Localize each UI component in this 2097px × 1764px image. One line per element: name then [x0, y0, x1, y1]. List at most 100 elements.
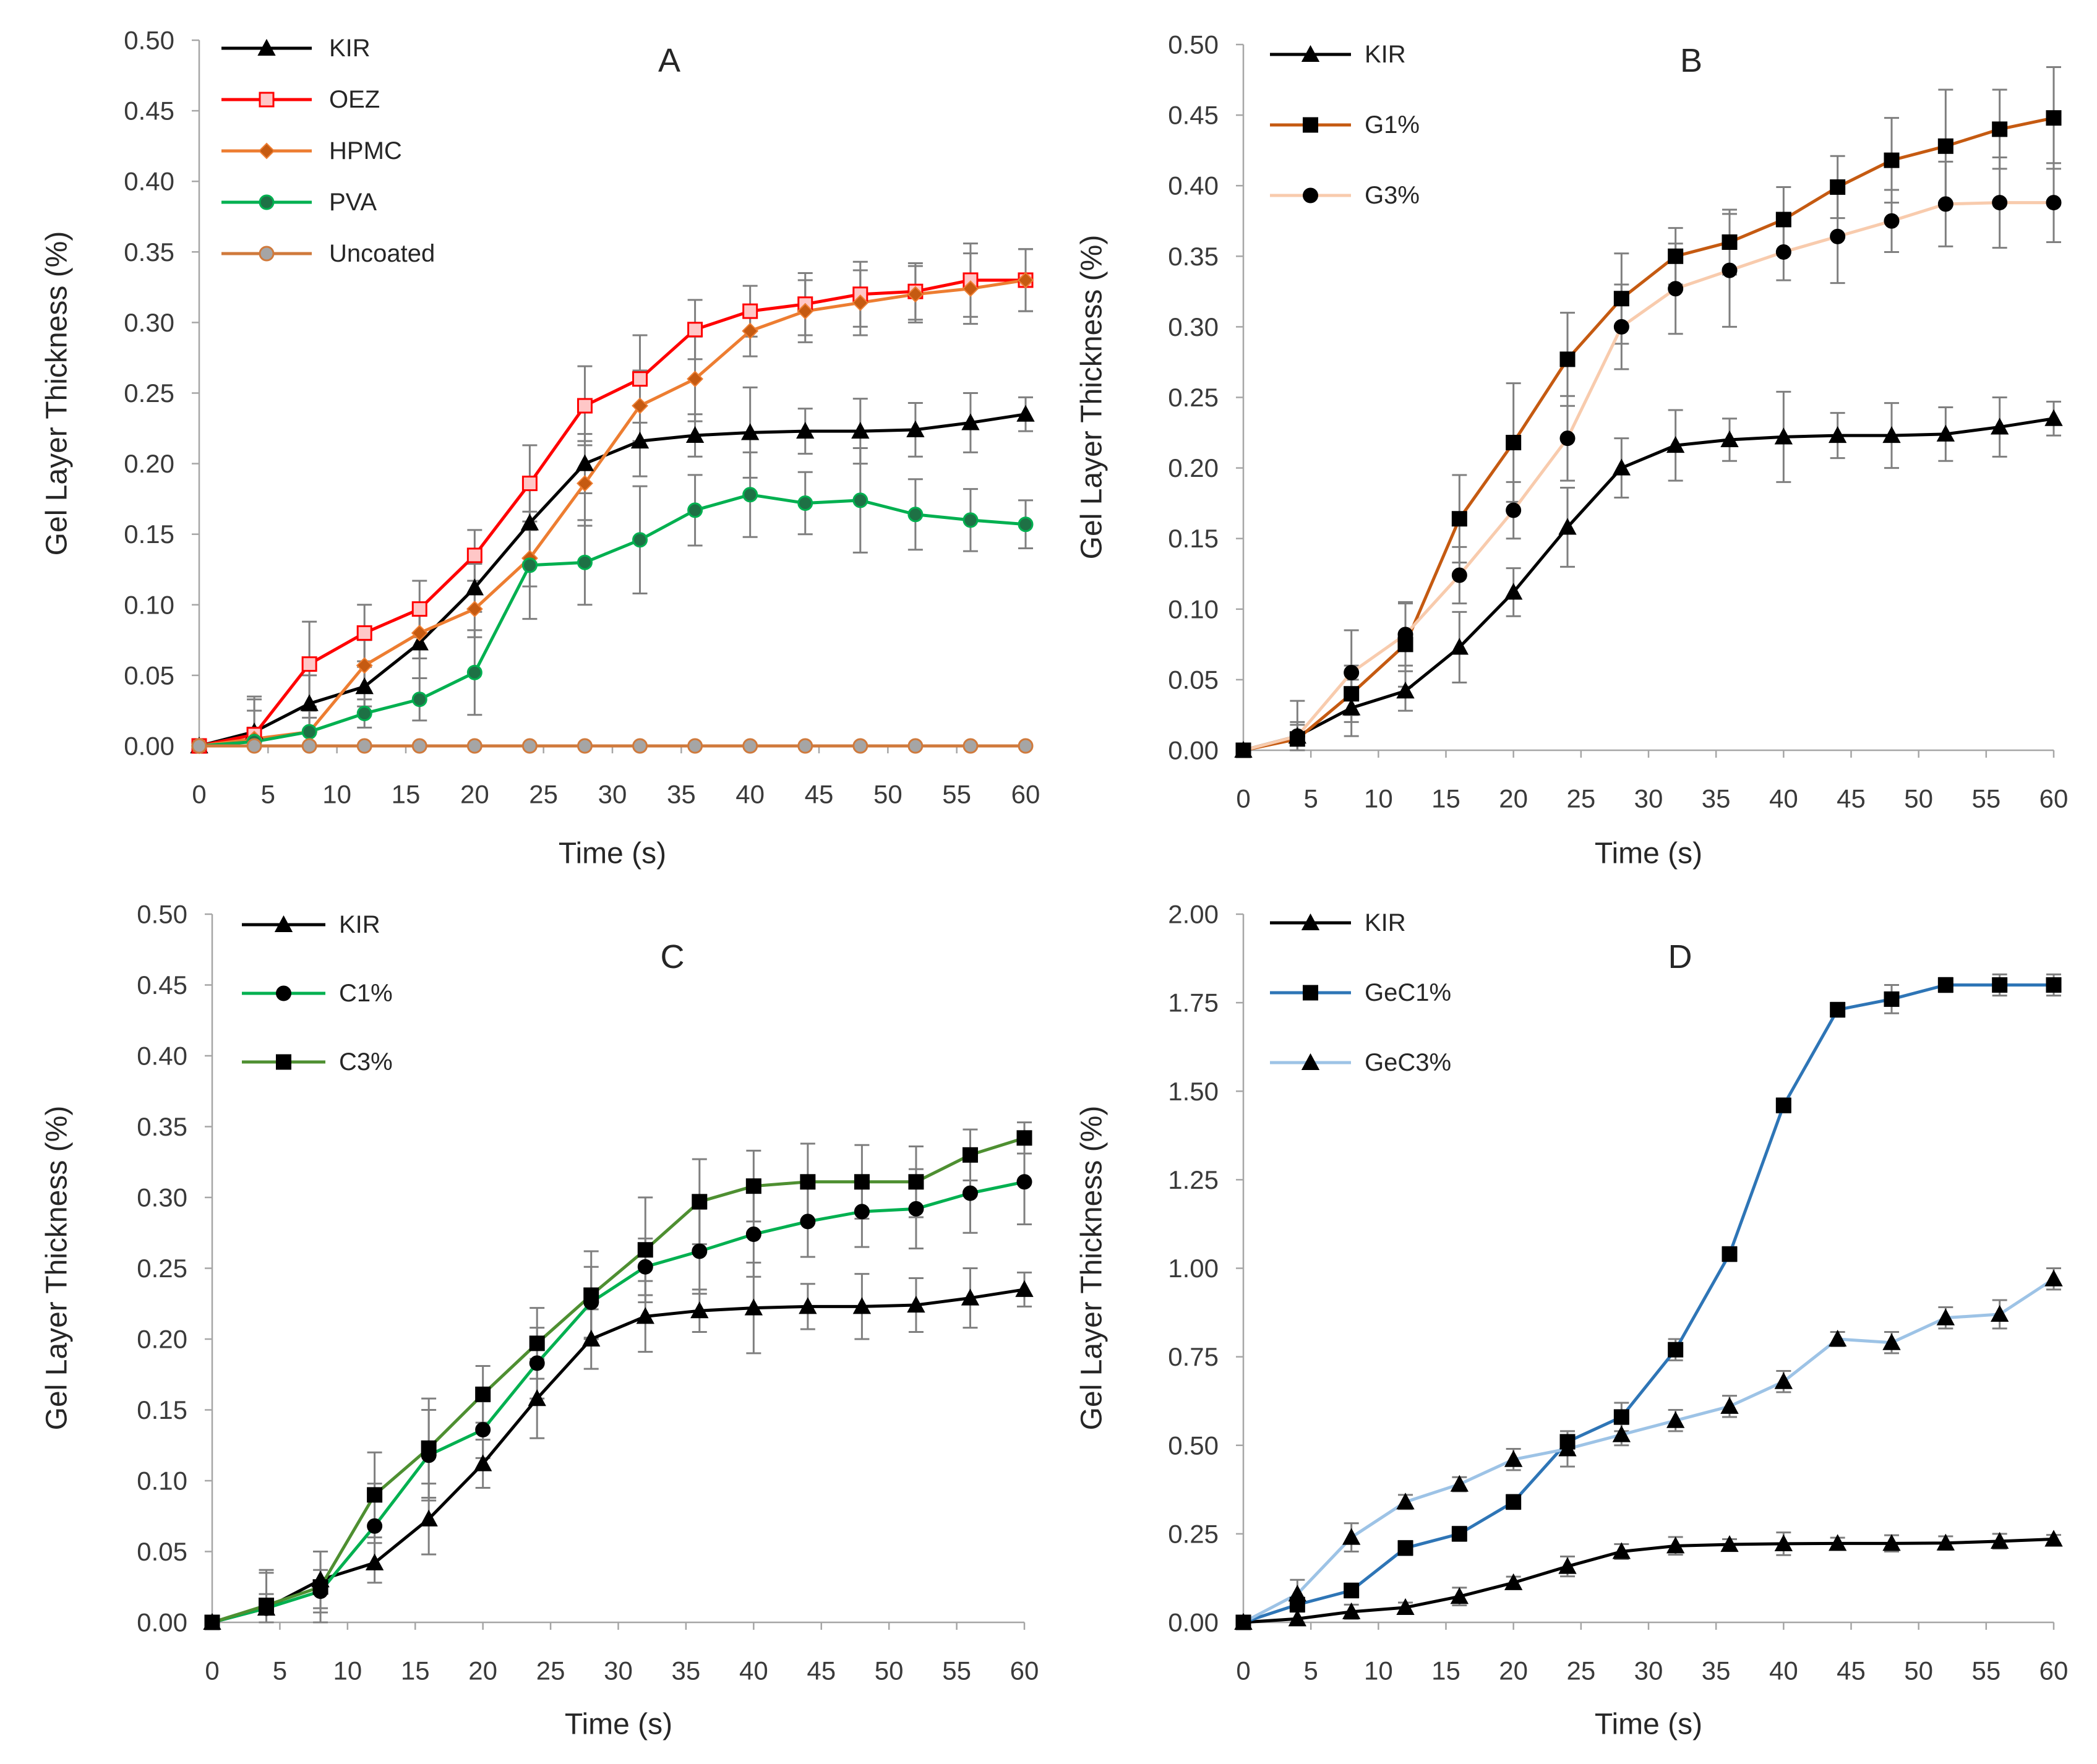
- panel-a-kir-point: [1016, 405, 1035, 422]
- panel-a-ytick-label: 0.40: [124, 167, 174, 196]
- panel-c-xtick-label: 40: [739, 1656, 768, 1685]
- panel-d-gec3pct-point: [1774, 1372, 1793, 1389]
- panel-c-ytick-label: 0.30: [137, 1183, 187, 1212]
- panel-a-pva-point: [577, 554, 593, 570]
- panel-d-gec1pct-point: [1397, 1540, 1413, 1556]
- panel-d-gec3pct-point: [1828, 1329, 1847, 1347]
- panel-c-c3pct-point: [800, 1174, 816, 1190]
- panel-a-kir-point: [961, 413, 980, 430]
- panel-d-xtick-label: 20: [1499, 1656, 1528, 1685]
- panel-c-c3pct-point: [583, 1287, 599, 1303]
- panel-d-legend-label: GeC1%: [1365, 979, 1451, 1006]
- panel-a-hpmc-point: [962, 280, 979, 298]
- panel-a-hpmc-point: [1017, 272, 1034, 289]
- panel-a-hpmc-point: [687, 370, 704, 388]
- panel-c-c3pct-point: [908, 1174, 924, 1190]
- panel-c-c1pct-point: [908, 1201, 924, 1217]
- panel-c-legend-label: C1%: [339, 980, 393, 1007]
- panel-a-ytick-label: 0.45: [124, 96, 174, 126]
- panel-c-legend-label: KIR: [339, 911, 380, 938]
- panel-d-title: D: [1668, 938, 1692, 975]
- panel-c-ytick-label: 0.40: [137, 1042, 187, 1071]
- panel-b-xtick-label: 30: [1634, 784, 1663, 813]
- panel-b-ytick-label: 0.35: [1168, 242, 1219, 271]
- panel-b-legend-entry: KIR: [1270, 41, 1406, 68]
- panel-b-xtick-label: 50: [1904, 784, 1933, 813]
- panel-a-hpmc-point: [632, 397, 648, 414]
- panel-a-uncoated-point: [577, 738, 593, 754]
- panel-a-kir-point: [796, 422, 815, 439]
- panel-c-kir-point: [419, 1509, 438, 1526]
- panel-d-gec3pct-point: [1666, 1411, 1685, 1428]
- panel-a: 0.00 0.05 0.10 0.15 0.20 0.25 0.30 0.35 0.40 0.45…: [41, 26, 1040, 870]
- panel-b-xtick-label: 60: [2039, 784, 2069, 813]
- panel-d-kir-point: [1396, 1598, 1415, 1615]
- panel-a-xtick-label: 35: [667, 780, 696, 809]
- panel-d-kir-point: [1882, 1534, 1901, 1551]
- panel-b-xtick-label: 5: [1303, 784, 1318, 813]
- panel-d-kir-point: [1774, 1534, 1793, 1551]
- panel-a-pva-point: [1018, 516, 1034, 533]
- panel-c-c1pct-point: [692, 1243, 708, 1259]
- panel-b-xtick-label: 55: [1971, 784, 2001, 813]
- panel-a-uncoated-point: [1018, 738, 1034, 754]
- panel-d-xtick-label: 40: [1769, 1656, 1798, 1685]
- panel-d-xtick-label: 5: [1303, 1656, 1318, 1685]
- panel-b-xtick-label: 40: [1769, 784, 1798, 813]
- panel-a-pva-point: [301, 724, 317, 740]
- panel-c-kir-point: [852, 1297, 872, 1314]
- panel-b-g1pct-point: [2046, 110, 2062, 126]
- panel-c-legend-entry: KIR: [242, 911, 380, 938]
- panel-a-uncoated-point: [411, 738, 427, 754]
- panel-a-xtick-label: 60: [1011, 780, 1040, 809]
- panel-a-oez-line: [197, 278, 1027, 748]
- panel-c-legend-entry: C3%: [242, 1048, 393, 1076]
- panel-c-kir-point: [365, 1553, 384, 1570]
- panel-c-xtick-label: 55: [942, 1656, 971, 1685]
- panel-b-x-axis-title: Time (s): [1595, 837, 1702, 870]
- panel-b-kir-point: [1612, 458, 1631, 476]
- panel-c-ytick-label: 0.50: [137, 900, 187, 929]
- circle-icon: [276, 985, 291, 1001]
- panel-d-xtick-label: 35: [1702, 1656, 1731, 1685]
- panel-c-c3pct-point: [692, 1194, 708, 1210]
- panel-a-xtick-label: 25: [529, 780, 558, 809]
- panel-c-legend-entry: C1%: [242, 980, 393, 1007]
- panel-d-ytick-label: 1.25: [1168, 1165, 1219, 1194]
- panel-b-legend-entry: G3%: [1270, 182, 1420, 209]
- panel-a-title: A: [658, 42, 680, 79]
- panel-a-pva-point: [466, 664, 482, 680]
- panel-a-legend-label: OEZ: [329, 86, 380, 113]
- panel-c-xtick-label: 50: [875, 1656, 904, 1685]
- panel-b-g3pct-point: [1451, 567, 1467, 583]
- panel-a-hpmc-point: [907, 286, 924, 303]
- panel-a-legend-label: KIR: [329, 35, 371, 62]
- panel-c-ytick-label: 0.25: [137, 1254, 187, 1283]
- panel-a-uncoated-point: [963, 738, 979, 754]
- panel-b-kir-point: [1828, 426, 1847, 443]
- panel-b-legend-entry: G1%: [1270, 111, 1420, 139]
- panel-d-ytick-label: 1.50: [1168, 1077, 1219, 1106]
- panel-d-kir-point: [1990, 1531, 2009, 1549]
- panel-a-uncoated-point: [907, 738, 924, 754]
- panel-a-ytick-label: 0.15: [124, 520, 174, 549]
- panel-a-ytick-label: 0.30: [124, 308, 174, 337]
- panel-c-xtick-label: 60: [1010, 1656, 1039, 1685]
- panel-b-g1pct-point: [1884, 152, 1900, 168]
- square-icon: [276, 1054, 291, 1070]
- panel-b-g3pct-point: [1397, 627, 1413, 643]
- panel-b-g1pct-point: [1344, 686, 1360, 702]
- panel-c-c1pct-point: [637, 1259, 653, 1275]
- panel-a-oez-point: [687, 322, 703, 338]
- panel-b-g1pct-point: [1992, 121, 2008, 137]
- panel-b-kir-point: [2044, 409, 2063, 426]
- panel-a-uncoated-point: [191, 738, 207, 754]
- panel-a-uncoated-point: [246, 738, 262, 754]
- panel-b-kir-point: [1990, 417, 2009, 435]
- panel-b-ytick-label: 0.45: [1168, 101, 1219, 130]
- panel-b-g1pct-line: [1241, 116, 2056, 752]
- panel-a-kir-point: [300, 694, 319, 711]
- panel-c-c3pct-point: [529, 1335, 545, 1351]
- panel-b-g3pct-point: [1830, 228, 1846, 244]
- panel-d-kir-point: [1936, 1533, 1955, 1551]
